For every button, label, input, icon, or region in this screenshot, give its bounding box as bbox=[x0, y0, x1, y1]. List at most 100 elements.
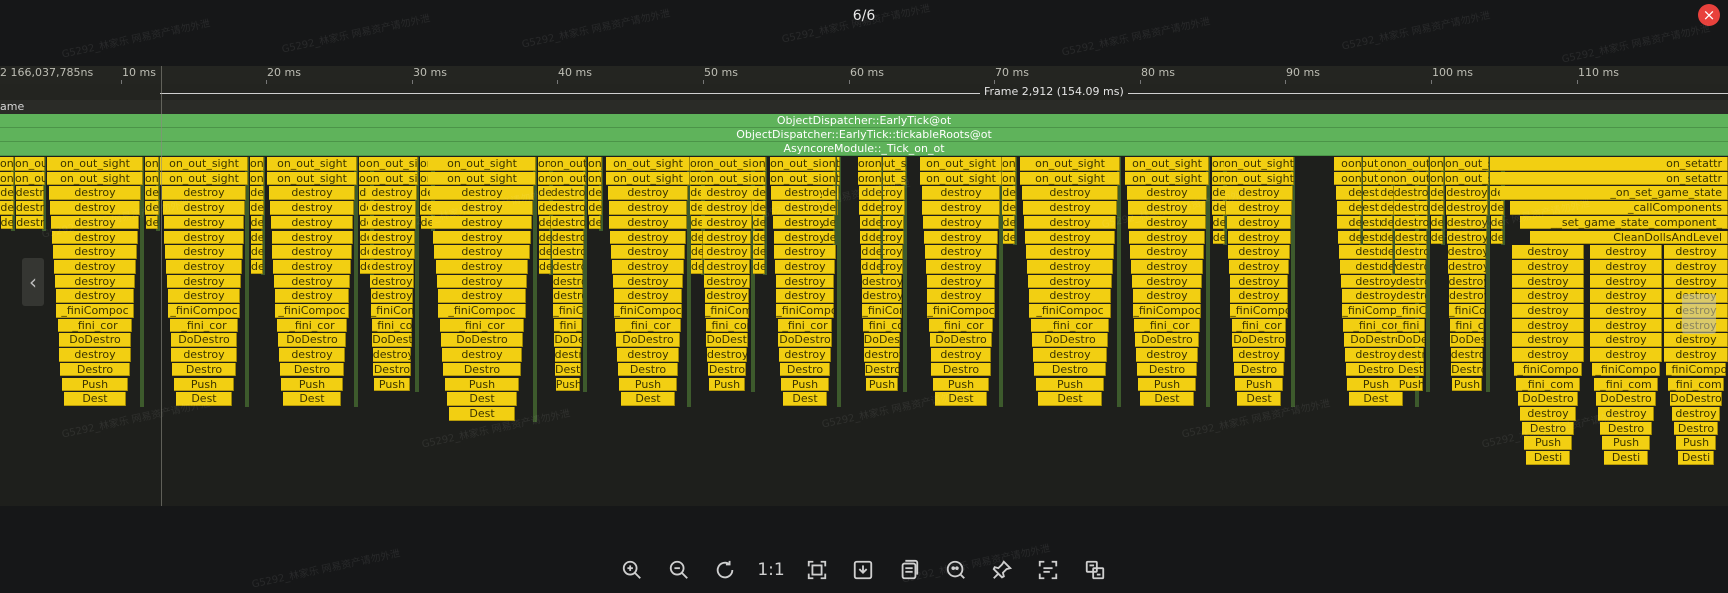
flame-block[interactable]: destroy bbox=[269, 201, 355, 215]
flame-block[interactable]: Destro bbox=[555, 362, 581, 377]
flame-block[interactable]: destroy bbox=[1023, 201, 1117, 215]
flame-block[interactable]: destroy bbox=[771, 186, 839, 201]
flame-block[interactable]: destroy bbox=[369, 245, 415, 259]
flame-block[interactable]: Dest bbox=[1349, 392, 1403, 406]
flame-block-right-sub[interactable]: Destro bbox=[1600, 421, 1652, 436]
flame-block[interactable]: destroy bbox=[1446, 201, 1488, 215]
flame-block-right-sub[interactable]: destroy bbox=[1512, 245, 1584, 259]
flame-block[interactable]: DoDestro bbox=[1344, 333, 1408, 348]
flame-block[interactable]: destroy bbox=[868, 201, 882, 215]
flame-block[interactable]: Destro bbox=[1398, 362, 1424, 377]
flame-block[interactable]: destroy bbox=[54, 274, 136, 289]
flame-block-right-sub[interactable]: destroy bbox=[1590, 245, 1662, 259]
flame-block[interactable]: Push bbox=[174, 377, 234, 392]
flame-block[interactable]: DoDestro bbox=[778, 333, 832, 348]
flame-block[interactable]: on_out_sight bbox=[752, 157, 766, 171]
flame-block[interactable]: DoDestro bbox=[929, 333, 993, 348]
flame-block[interactable]: destroy bbox=[55, 289, 135, 303]
flame-block[interactable]: Destro bbox=[1345, 362, 1407, 377]
flame-block[interactable]: destroy bbox=[772, 201, 838, 215]
flame-block-right-sub[interactable]: destroy bbox=[1512, 304, 1584, 318]
flame-block-right-sub[interactable]: _finiCompo bbox=[1514, 362, 1582, 377]
flame-block-right-sub[interactable]: destroy bbox=[1512, 318, 1584, 333]
flame-block[interactable]: Dest bbox=[283, 392, 341, 406]
flame-block[interactable]: _finiCompoc bbox=[1448, 304, 1486, 318]
flame-block[interactable]: destroy bbox=[272, 245, 352, 259]
flame-block[interactable]: destroy bbox=[1430, 230, 1444, 245]
flame-block[interactable]: Push bbox=[708, 377, 746, 392]
flame-block[interactable]: Push bbox=[1138, 377, 1196, 392]
flame-block-right-sub[interactable]: destroy bbox=[1590, 304, 1662, 318]
flame-block[interactable]: Destro bbox=[279, 362, 345, 377]
flame-block[interactable]: on_out_sight bbox=[1020, 157, 1120, 171]
flame-block[interactable]: destroy bbox=[442, 348, 522, 362]
flame-block[interactable]: on_out_sight bbox=[250, 157, 264, 171]
flame-block[interactable]: destroy bbox=[772, 215, 838, 230]
flame-block[interactable]: on_out_sight bbox=[606, 171, 690, 186]
flame-block[interactable]: Push bbox=[781, 377, 829, 392]
flame-block[interactable]: destroy bbox=[1396, 289, 1426, 303]
flame-block[interactable]: destroy bbox=[701, 186, 753, 201]
flame-block[interactable]: destroy bbox=[861, 274, 903, 289]
flame-block[interactable]: destroy bbox=[1340, 274, 1412, 289]
flame-block[interactable]: destroy bbox=[779, 348, 831, 362]
flame-block[interactable]: destroy bbox=[359, 259, 372, 274]
flame-block[interactable]: _fini_cor bbox=[1031, 318, 1109, 333]
translate-icon[interactable] bbox=[1080, 555, 1110, 585]
flame-block[interactable]: destroy bbox=[370, 274, 414, 289]
flame-block-right[interactable]: _callComponents bbox=[1510, 201, 1728, 215]
flame-block[interactable]: destroy bbox=[921, 186, 1001, 201]
flame-block[interactable]: on_out_sight bbox=[47, 157, 143, 171]
flame-block[interactable]: destroy bbox=[1002, 230, 1016, 245]
flame-graph[interactable]: ObjectDispatcher::EarlyTick@ot ObjectDis… bbox=[0, 114, 1728, 506]
zone-asyncore-tick[interactable]: AsyncoreModule::_Tick_on_ot bbox=[0, 142, 1728, 156]
flame-block[interactable]: destroy bbox=[1397, 348, 1425, 362]
flame-block[interactable]: destroy bbox=[608, 201, 688, 215]
flame-block-right-sub[interactable]: destroy bbox=[1512, 289, 1584, 303]
flame-block-right-sub[interactable]: _finiCompo bbox=[1666, 362, 1726, 377]
flame-block[interactable]: on_out_sight bbox=[538, 157, 552, 171]
flame-block-right-sub[interactable]: destroy bbox=[1520, 406, 1576, 421]
flame-block[interactable]: destroy bbox=[273, 259, 351, 274]
flame-block[interactable]: destroy bbox=[610, 230, 686, 245]
flame-block[interactable]: destroy bbox=[924, 245, 998, 259]
flame-block[interactable]: _fini_cor bbox=[615, 318, 681, 333]
flame-block[interactable]: destroy bbox=[868, 186, 882, 201]
flame-block[interactable]: on_out_sight bbox=[1430, 157, 1444, 171]
flame-block[interactable]: destroy bbox=[538, 201, 552, 215]
flame-block[interactable]: Dest bbox=[1038, 392, 1102, 406]
flame-block-right-sub[interactable]: destroy bbox=[1664, 259, 1728, 274]
flame-block-right-sub[interactable]: Push bbox=[1602, 436, 1650, 450]
flame-block[interactable]: on_out_sight bbox=[1348, 157, 1362, 171]
flame-block[interactable]: destroy bbox=[609, 215, 687, 230]
flame-block-right-sub[interactable]: destroy bbox=[1598, 406, 1654, 421]
flame-block[interactable]: destroy bbox=[554, 348, 582, 362]
flame-block[interactable]: destroy bbox=[1135, 348, 1199, 362]
flame-block-right-sub[interactable]: destroy bbox=[1672, 406, 1720, 421]
flame-block[interactable]: destroy bbox=[752, 245, 766, 259]
flame-block[interactable]: destroy bbox=[51, 230, 139, 245]
scroll-handle[interactable] bbox=[1682, 294, 1716, 334]
flame-block[interactable]: destroy bbox=[1380, 201, 1394, 215]
flame-block[interactable]: destroy bbox=[171, 348, 237, 362]
flame-block[interactable]: destroy bbox=[367, 201, 417, 215]
flame-block-right[interactable]: on_setattr bbox=[1490, 157, 1728, 171]
flame-block[interactable]: destroy bbox=[145, 201, 159, 215]
flame-block[interactable]: Destro bbox=[864, 362, 900, 377]
flame-block[interactable]: DoDestro bbox=[372, 333, 412, 348]
flame-block[interactable]: on_out_sight bbox=[920, 157, 1002, 171]
flame-block[interactable]: destroy bbox=[1490, 201, 1504, 215]
flame-block[interactable]: on_out_sight bbox=[1002, 157, 1016, 171]
flame-block[interactable]: destroy bbox=[927, 289, 995, 303]
flame-block[interactable]: on_out_sight bbox=[160, 171, 248, 186]
flame-block[interactable]: Destro bbox=[1451, 362, 1483, 377]
flame-block[interactable]: on_out_sight bbox=[1212, 157, 1226, 171]
flame-block[interactable]: destroy bbox=[0, 215, 14, 230]
flame-block[interactable]: destroy bbox=[1395, 259, 1427, 274]
flame-block-right-sub[interactable]: destroy bbox=[1590, 348, 1662, 362]
flame-block[interactable]: destroy bbox=[1029, 289, 1111, 303]
flame-block[interactable]: on_out_sight bbox=[145, 157, 159, 171]
flame-block[interactable]: _fini_cor bbox=[553, 318, 583, 333]
flame-block[interactable]: on_out_sight bbox=[250, 171, 264, 186]
flame-block[interactable]: destroy bbox=[167, 289, 241, 303]
